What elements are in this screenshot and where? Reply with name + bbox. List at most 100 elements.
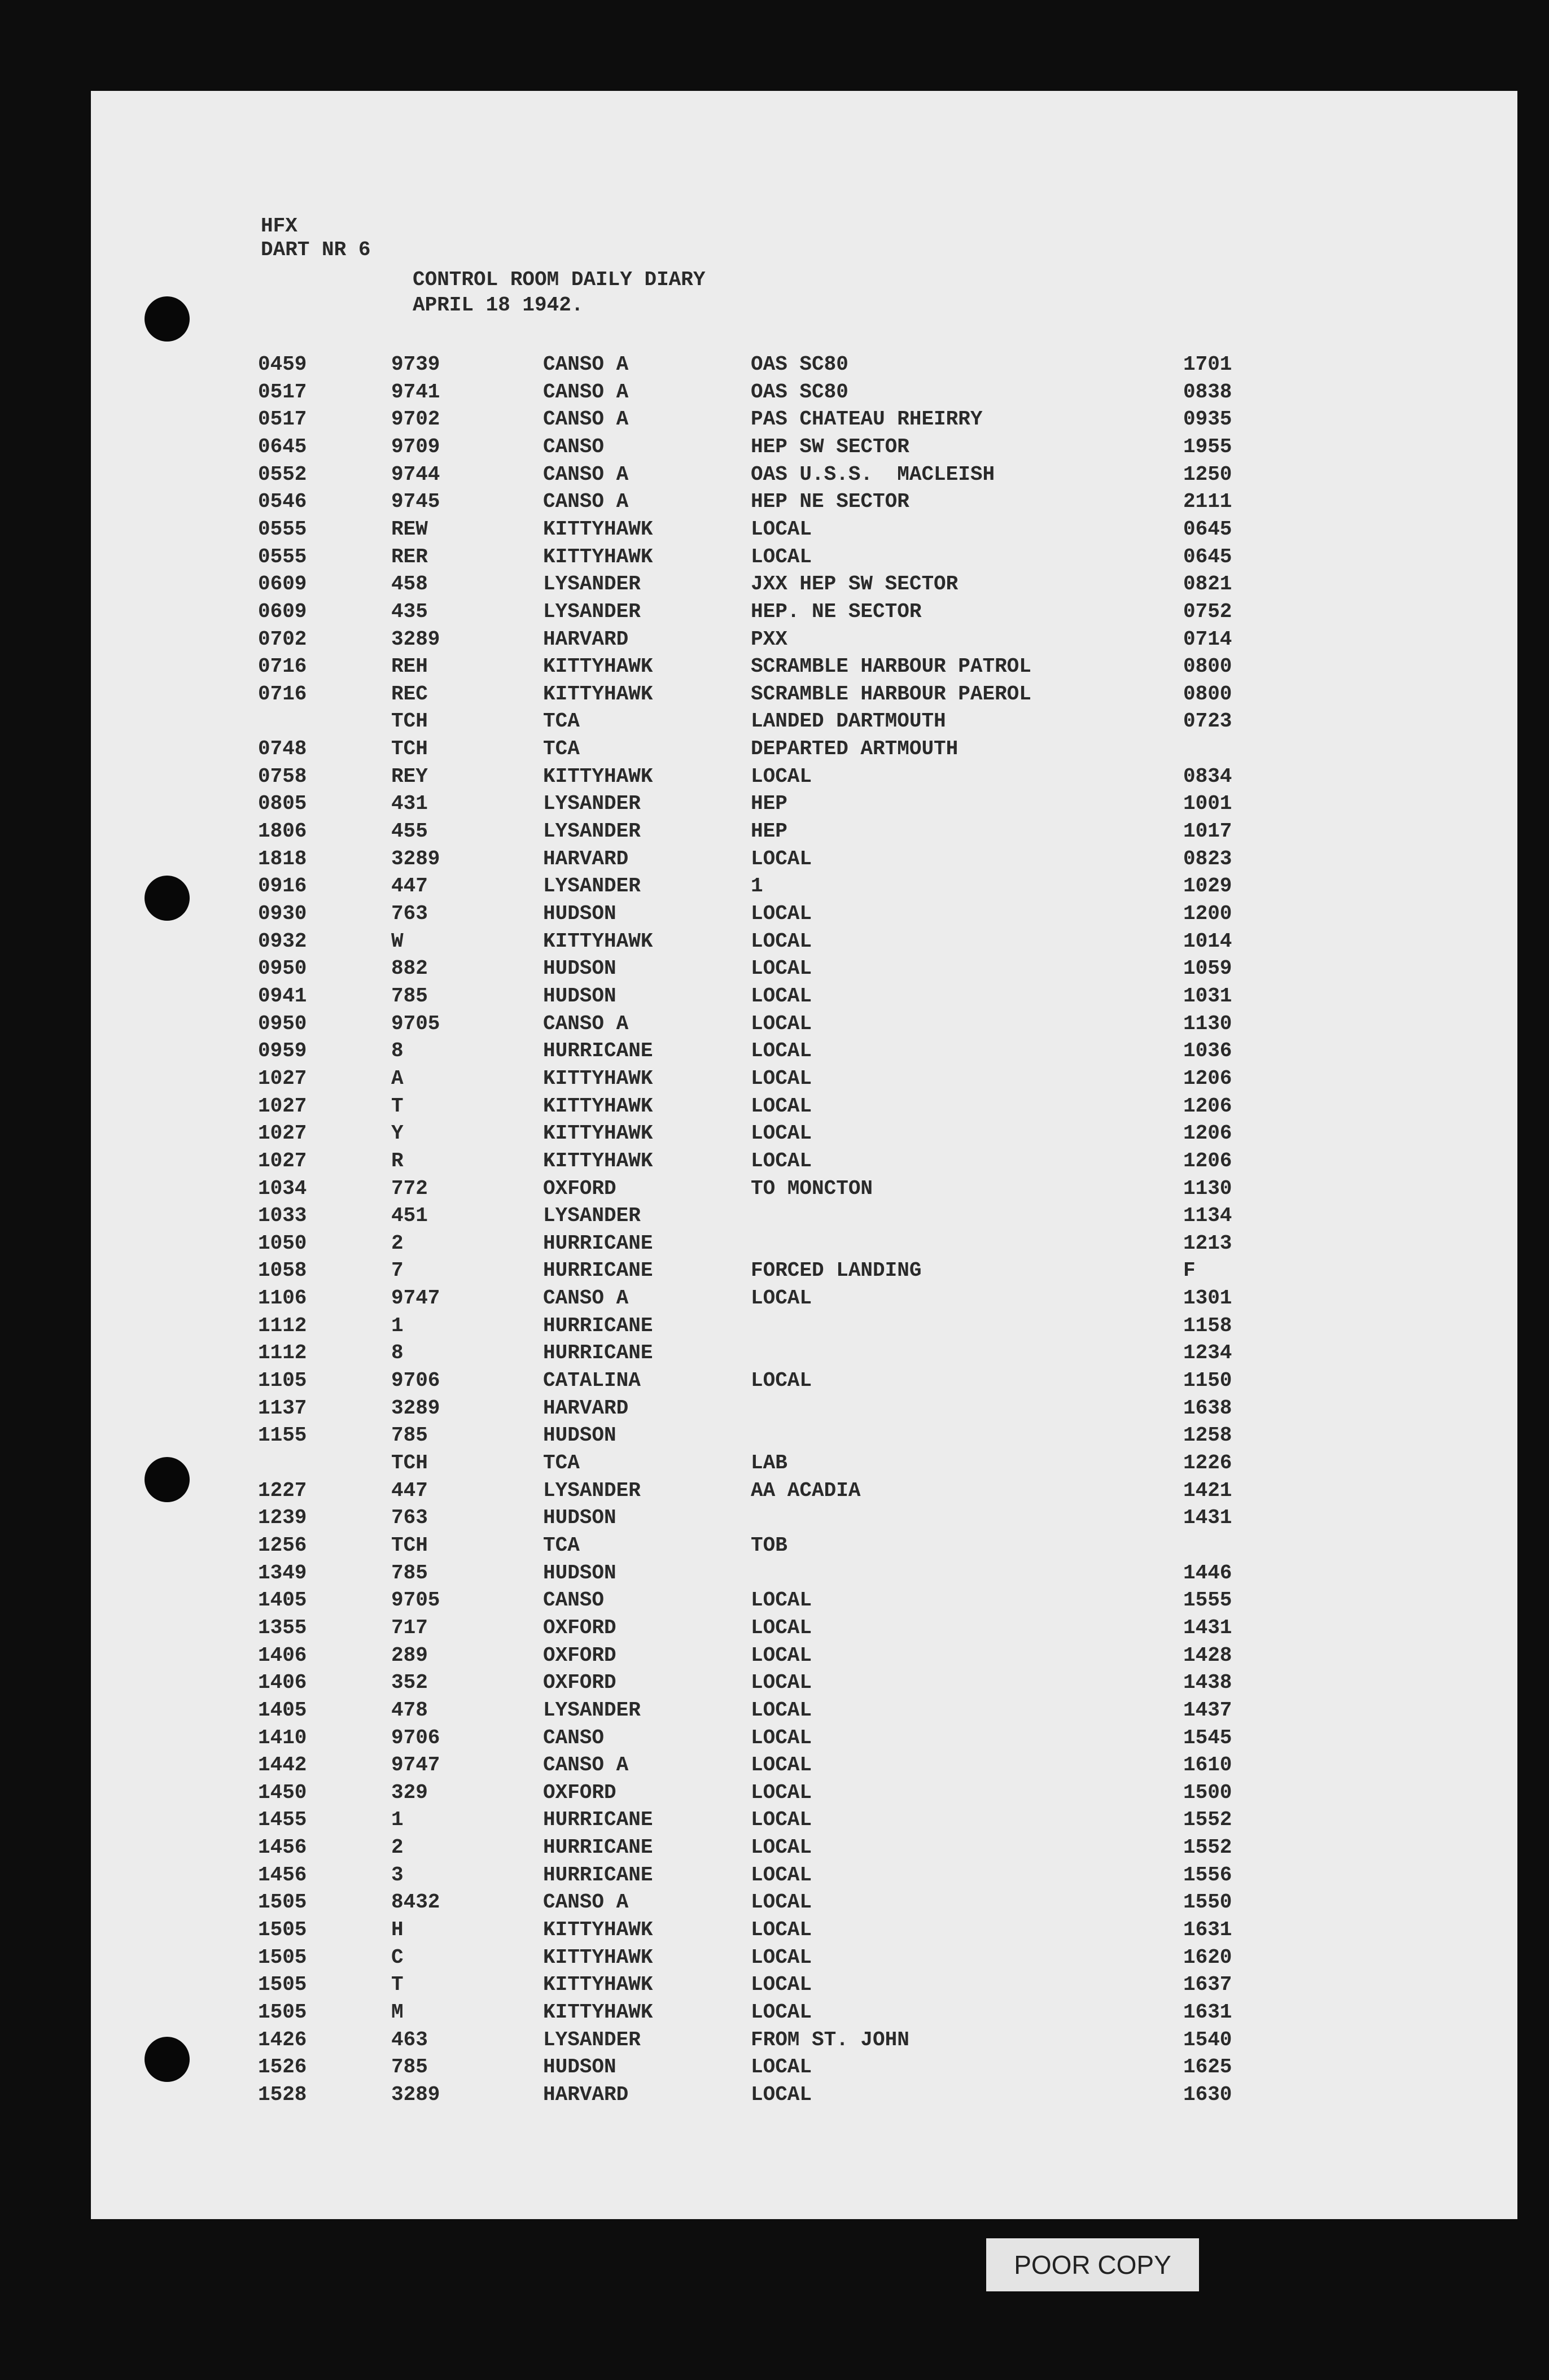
cell-id: 9709	[391, 435, 440, 458]
cell-id: T	[391, 1973, 404, 1997]
cell-ret: 0714	[1183, 627, 1232, 651]
cell-aircraft: KITTYHAWK	[543, 1149, 653, 1172]
cell-id: 717	[391, 1616, 428, 1639]
cell-remark: LOCAL	[751, 2001, 812, 2024]
cell-aircraft: HUDSON	[543, 1506, 616, 1530]
cell-id: 9739	[391, 353, 440, 376]
cell-remark: HEP SW SECTOR	[751, 435, 909, 458]
cell-ret: 1130	[1183, 1176, 1232, 1200]
cell-remark: LOCAL	[751, 902, 812, 926]
punch-hole	[145, 1457, 190, 1502]
cell-ret: 1036	[1183, 1039, 1232, 1063]
cell-ret: 1637	[1183, 1973, 1232, 1997]
cell-remark: LOCAL	[751, 929, 812, 953]
cell-remark: LOCAL	[751, 1149, 812, 1172]
station: HFX	[261, 215, 297, 238]
cell-ret: 1301	[1183, 1287, 1232, 1310]
cell-id: 9706	[391, 1369, 440, 1393]
cell-aircraft: KITTYHAWK	[543, 682, 653, 706]
cell-id: C	[391, 1945, 404, 1969]
cell-ret: 1258	[1183, 1424, 1232, 1447]
cell-remark: OAS SC80	[751, 353, 848, 376]
cell-id: TCH	[391, 710, 428, 733]
cell-time: 1528	[258, 2083, 307, 2106]
cell-ret: 1556	[1183, 1863, 1232, 1887]
cell-remark: LOCAL	[751, 1945, 812, 1969]
cell-time: 0609	[258, 572, 307, 596]
cell-time: 1405	[258, 1698, 307, 1722]
title: CONTROL ROOM DAILY DIARY	[413, 268, 706, 291]
cell-ret: 1206	[1183, 1066, 1232, 1090]
cell-remark: PAS CHATEAU RHEIRRY	[751, 408, 983, 431]
cell-time: 0716	[258, 655, 307, 679]
cell-time: 1034	[258, 1176, 307, 1200]
cell-aircraft: LYSANDER	[543, 1478, 641, 1502]
cell-aircraft: OXFORD	[543, 1616, 616, 1639]
cell-remark: DEPARTED ARTMOUTH	[751, 737, 959, 761]
cell-remark: LOCAL	[751, 1726, 812, 1749]
cell-ret: 1701	[1183, 353, 1232, 376]
cell-remark: LOCAL	[751, 1753, 812, 1777]
cell-aircraft: LYSANDER	[543, 2028, 641, 2051]
cell-time: 0959	[258, 1039, 307, 1063]
cell-remark: HEP. NE SECTOR	[751, 600, 922, 623]
cell-remark: HEP	[751, 820, 787, 843]
cell-aircraft: CANSO A	[543, 1753, 629, 1777]
cell-aircraft: HUDSON	[543, 902, 616, 926]
cell-ret: 1059	[1183, 957, 1232, 981]
cell-remark: OAS U.S.S. MACLEISH	[751, 462, 995, 486]
cell-time: 1410	[258, 1726, 307, 1749]
cell-ret: 1234	[1183, 1341, 1232, 1365]
cell-ret: 1421	[1183, 1478, 1232, 1502]
cell-remark: LOCAL	[751, 1671, 812, 1695]
cell-aircraft: HARVARD	[543, 847, 629, 870]
cell-ret: 1610	[1183, 1753, 1232, 1777]
cell-id: 352	[391, 1671, 428, 1695]
cell-aircraft: OXFORD	[543, 1643, 616, 1667]
cell-ret: 1134	[1183, 1204, 1232, 1228]
cell-ret: 1431	[1183, 1506, 1232, 1530]
cell-id: 463	[391, 2028, 428, 2051]
cell-ret: 1206	[1183, 1122, 1232, 1145]
cell-id: REW	[391, 517, 428, 541]
cell-id: 785	[391, 1561, 428, 1585]
cell-ret: 1620	[1183, 1945, 1232, 1969]
cell-id: 478	[391, 1698, 428, 1722]
cell-ret: 0752	[1183, 600, 1232, 623]
cell-ret: 1158	[1183, 1314, 1232, 1337]
date: APRIL 18 1942.	[413, 294, 584, 317]
cell-aircraft: KITTYHAWK	[543, 517, 653, 541]
cell-remark: LOCAL	[751, 1780, 812, 1804]
cell-aircraft: CANSO A	[543, 1287, 629, 1310]
cell-remark: LOCAL	[751, 1643, 812, 1667]
cell-remark: TO MONCTON	[751, 1176, 873, 1200]
cell-aircraft: CANSO A	[543, 380, 629, 404]
cell-remark: LOCAL	[751, 517, 812, 541]
cell-id: H	[391, 1918, 404, 1942]
cell-id: 8432	[391, 1891, 440, 1914]
cell-time: 1456	[258, 1836, 307, 1860]
cell-id: 9706	[391, 1726, 440, 1749]
cell-id: 9705	[391, 1012, 440, 1035]
cell-time: 1455	[258, 1808, 307, 1832]
cell-time: 0459	[258, 353, 307, 376]
cell-time: 1505	[258, 1945, 307, 1969]
cell-id: 9747	[391, 1287, 440, 1310]
cell-aircraft: OXFORD	[543, 1780, 616, 1804]
cell-time: 0758	[258, 764, 307, 788]
cell-remark: AA ACADIA	[751, 1478, 861, 1502]
cell-id: 3	[391, 1863, 404, 1887]
cell-remark: LOCAL	[751, 1808, 812, 1832]
cell-id: 8	[391, 1039, 404, 1063]
cell-remark: LOCAL	[751, 1012, 812, 1035]
cell-remark: LOCAL	[751, 1094, 812, 1118]
cell-id: 785	[391, 2055, 428, 2079]
cell-time: 1112	[258, 1314, 307, 1337]
cell-ret: 1500	[1183, 1780, 1232, 1804]
cell-ret: 0838	[1183, 380, 1232, 404]
cell-id: REY	[391, 764, 428, 788]
cell-id: 9747	[391, 1753, 440, 1777]
cell-aircraft: CANSO	[543, 1589, 605, 1612]
cell-time: 0555	[258, 545, 307, 568]
